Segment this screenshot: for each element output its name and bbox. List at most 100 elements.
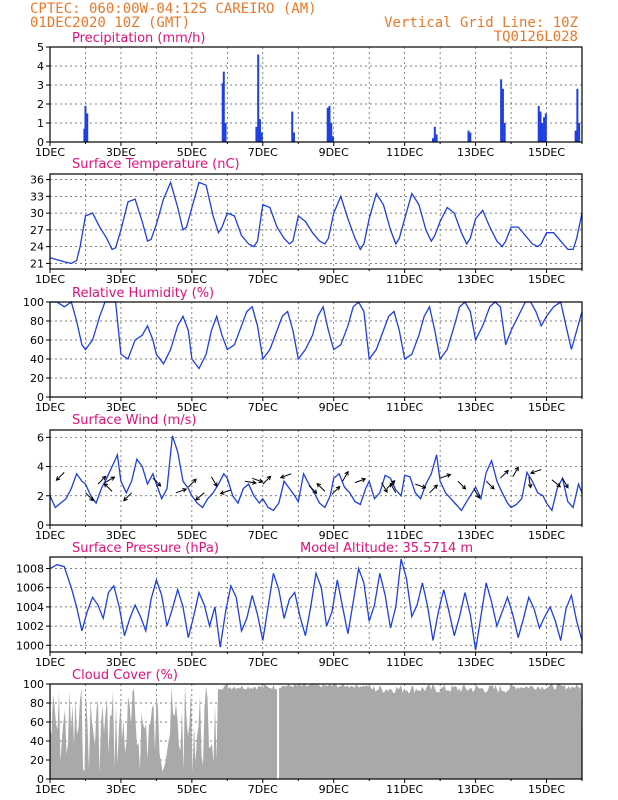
cloud-cover-area [50,684,582,779]
header-location: CPTEC: 060:00W-04:12S CAREIRO (AM) [30,1,317,17]
precip-bar [576,88,579,142]
rh-ytick-label: 60 [30,334,44,347]
cloud-xtick-label: 7DEC [248,783,278,796]
precip-bar [500,79,503,142]
rh-xtick-label: 9DEC [319,401,349,414]
humidity-title: Relative Humidity (%) [72,286,214,301]
precip-bar [328,105,331,142]
header-run-time: 01DEC2020 10Z (GMT) [30,15,190,31]
wind-direction-arrow [219,489,232,495]
wind-direction-arrow [381,482,388,493]
wind-xtick-label: 7DEC [248,529,278,542]
wind-direction-arrow [262,475,272,485]
temp-xtick-label: 9DEC [319,273,349,286]
precip-bar [258,119,261,142]
precip-xtick-label: 5DEC [177,146,207,159]
precip-bar [541,123,544,142]
cloud-ytick-label: 60 [30,716,44,729]
pres-xtick-label: 1DEC [35,656,65,669]
rh-xtick-label: 5DEC [177,401,207,414]
wind-title: Surface Wind (m/s) [72,413,196,428]
wind-direction-arrow [123,492,132,502]
wind-direction-arrow [279,473,292,479]
cloud-ytick-label: 0 [37,773,44,786]
pres-xtick-label: 9DEC [319,656,349,669]
precip-bar [330,123,333,142]
wind-xtick-label: 3DEC [106,529,136,542]
temp-series-line [49,180,583,265]
wind-xtick-label: 13DEC [457,529,494,542]
pres-ytick-label: 1000 [16,639,44,652]
precip-ytick-label: 1 [37,117,44,130]
precip-title: Precipitation (mm/h) [72,31,205,46]
rh-frame [49,301,583,398]
wind-direction-arrow [342,470,349,482]
wind-direction-arrow [210,476,218,488]
precip-bar [432,138,435,142]
pres-xtick-label: 5DEC [177,656,207,669]
cloud-ytick-label: 20 [30,754,44,767]
wind-direction-arrow [512,466,519,478]
temp-xtick-label: 3DEC [106,273,136,286]
rh-xtick-label: 11DEC [386,401,423,414]
cloud-panel: 0 20 40 60 80 100 1DEC 3DEC 5DEC 7DEC 9DEC 11DEC 13D… [23,678,583,796]
wind-ytick-label: 2 [37,490,44,503]
rh-xtick-label: 1DEC [35,401,65,414]
wind-direction-arrow [500,469,509,479]
precip-ytick-label: 5 [37,41,44,54]
precip-xtick-label: 3DEC [106,146,136,159]
wind-direction-arrow [529,469,542,475]
pres-ytick-label: 1008 [16,563,44,576]
precip-bar [435,134,438,142]
precip-bar [539,111,542,142]
precip-bar [257,54,260,142]
cloud-xtick-label: 5DEC [177,783,207,796]
rh-ytick-label: 100 [23,296,44,309]
wind-direction-arrow [104,476,116,484]
wind-direction-arrow [252,477,264,484]
temp-ytick-label: 24 [30,241,44,254]
wind-direction-arrow [551,479,562,488]
wind-ytick-label: 6 [37,431,44,444]
temp-xtick-label: 5DEC [177,273,207,286]
precip-bar [537,105,540,142]
wind-frame [49,429,583,526]
temp-panel: 21 24 27 30 33 36 1DEC 3DEC 5DEC 7DEC 9DEC 11DEC 13D… [30,173,583,286]
pres-frame [49,556,583,653]
header-model-id: TQ0126L028 [494,29,578,45]
rh-series-line [50,300,583,370]
precip-bar [332,136,335,142]
pres-series-line [49,558,583,651]
temp-ytick-label: 27 [30,224,44,237]
temp-xtick-label: 7DEC [248,273,278,286]
temp-xtick-label: 15DEC [528,273,565,286]
cloud-ytick-label: 100 [23,678,44,691]
precip-bar [291,111,294,142]
wind-direction-arrow [152,477,162,487]
temp-ytick-label: 21 [30,257,44,270]
precip-xtick-label: 11DEC [386,146,423,159]
precip-xtick-label: 7DEC [248,146,278,159]
wind-ytick-label: 4 [37,461,44,474]
precip-bar [84,105,87,142]
pres-xtick-label: 7DEC [248,656,278,669]
precip-bar [467,130,470,142]
wind-direction-arrow [485,480,495,490]
pres-xtick-label: 11DEC [386,656,423,669]
precip-ytick-label: 2 [37,98,44,111]
precip-bar [222,71,225,142]
wind-direction-arrow [175,488,188,494]
wind-xtick-label: 1DEC [35,529,65,542]
temp-xtick-label: 1DEC [35,273,65,286]
wind-xtick-label: 15DEC [528,529,565,542]
pres-xtick-label: 15DEC [528,656,565,669]
precip-xtick-label: 1DEC [35,146,65,159]
rh-ytick-label: 40 [30,353,44,366]
rh-panel: 0 20 40 60 80 100 1DEC 3DEC 5DEC 7DEC 9DEC 11DEC 13D… [23,296,583,414]
pres-xtick-label: 3DEC [106,656,136,669]
wind-direction-arrow [389,482,397,494]
precip-xtick-label: 13DEC [457,146,494,159]
wind-direction-arrow [85,492,94,502]
wind-direction-arrow [308,485,318,495]
wind-direction-arrow [354,477,367,484]
